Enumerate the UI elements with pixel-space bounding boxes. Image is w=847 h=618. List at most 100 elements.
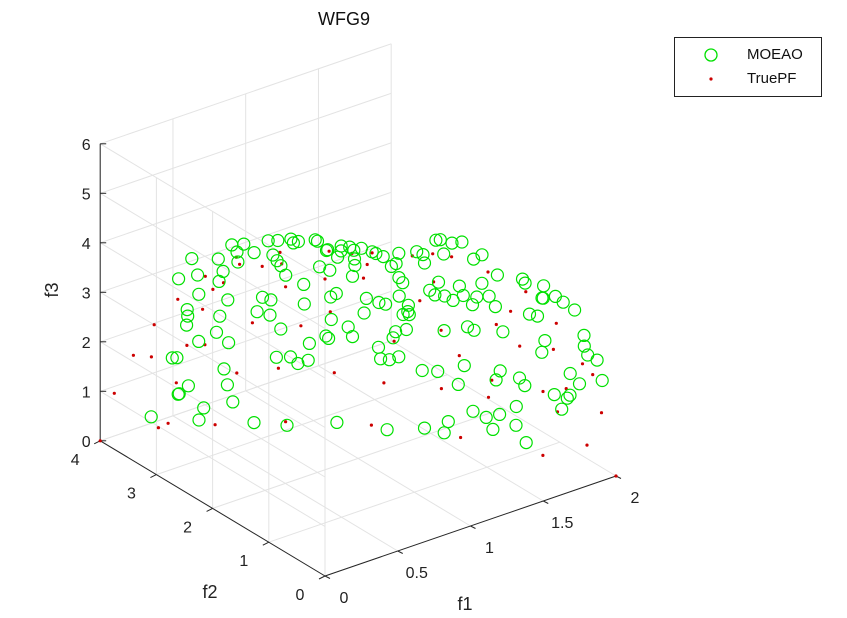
moeao-point <box>577 328 591 342</box>
moeao-point <box>372 295 386 310</box>
y-tick-mark <box>318 575 326 580</box>
moeao-point <box>518 276 532 290</box>
moeao-point <box>457 359 471 373</box>
legend-entry-moeao: MOEAO <box>675 44 821 66</box>
moeao-point <box>192 334 206 348</box>
grid-line <box>99 390 326 527</box>
x-tick-mark <box>397 550 403 554</box>
moeao-point <box>310 234 325 248</box>
moeao-point <box>392 350 406 364</box>
moeao-point <box>475 248 489 262</box>
moeao-point <box>563 366 577 381</box>
moeao-point <box>538 334 552 348</box>
moeao-point <box>192 413 206 427</box>
moeao-point <box>321 243 335 257</box>
moeao-point <box>417 256 432 270</box>
x-tick-mark <box>324 575 331 579</box>
truepf-point <box>614 474 618 478</box>
y-tick-label: 2 <box>183 519 192 536</box>
truepf-point <box>524 290 528 294</box>
moeao-point <box>467 252 481 266</box>
moeao-point <box>222 336 236 350</box>
moeao-point <box>330 415 344 429</box>
moeao-point <box>567 303 582 317</box>
moeao-point <box>396 307 410 322</box>
truepf-point <box>554 321 558 325</box>
z-tick-label: 6 <box>82 137 91 154</box>
moeao-point <box>324 290 338 304</box>
moeao-point <box>319 243 334 258</box>
moeao-point <box>438 289 452 303</box>
truepf-point <box>369 423 373 427</box>
moeao-point <box>417 421 432 435</box>
moeao-point <box>226 395 240 409</box>
moeao-point <box>301 353 315 367</box>
moeao-point <box>379 297 393 311</box>
truepf-point <box>457 354 461 358</box>
moeao-point <box>512 371 527 385</box>
moeao-point <box>371 340 386 354</box>
x-tick-label: 1.5 <box>551 515 573 532</box>
truepf-point <box>486 270 490 274</box>
x-axis-label: f1 <box>457 594 472 614</box>
truepf-point <box>174 381 178 385</box>
truepf-point <box>392 339 396 343</box>
truepf-point <box>211 287 215 291</box>
moeao-point <box>324 312 338 327</box>
moeao-point <box>180 303 194 317</box>
moeao-point <box>489 373 503 387</box>
x-tick-label: 0.5 <box>406 565 428 582</box>
truepf-point <box>450 255 454 259</box>
moeao-point <box>572 377 587 391</box>
moeao-point <box>577 339 591 353</box>
y-tick-label: 1 <box>239 553 248 570</box>
truepf-point <box>213 423 217 427</box>
moeao-point <box>429 233 443 247</box>
truepf-point <box>591 373 595 377</box>
truepf-point <box>238 262 242 266</box>
truepf-point <box>585 443 589 447</box>
chart-title: WFG9 <box>318 9 370 29</box>
moeao-point <box>590 353 604 367</box>
truepf-point <box>201 307 205 311</box>
moeao-point <box>274 322 288 336</box>
grid-line <box>99 242 326 379</box>
moeao-point <box>297 277 311 291</box>
moeao-point <box>269 350 283 364</box>
moeao-point <box>380 423 394 437</box>
moeao-point <box>595 373 609 388</box>
moeao-point <box>460 320 475 334</box>
moeao-point <box>144 410 158 424</box>
truepf-point <box>149 355 153 359</box>
truepf-point <box>459 435 463 440</box>
moeao-point <box>493 407 507 421</box>
moeao-point <box>197 401 211 415</box>
moeao-point <box>283 350 298 364</box>
truepf-point <box>131 353 135 357</box>
truepf-point <box>250 321 254 325</box>
moeao-point <box>433 233 447 247</box>
moeao-point <box>291 356 305 371</box>
truepf-point <box>323 277 327 281</box>
truepf-point <box>490 378 494 382</box>
grid-line <box>100 241 392 343</box>
truepf-point <box>276 366 280 370</box>
truepf-point <box>156 426 160 430</box>
truepf-point <box>541 453 545 457</box>
moeao-point <box>536 279 551 293</box>
truepf-point <box>439 387 443 391</box>
moeao-point <box>172 272 186 286</box>
legend-label-truepf: TruePF <box>747 70 797 87</box>
moeao-point <box>180 318 194 332</box>
chart-legend: MOEAO TruePF <box>674 37 822 97</box>
moeao-point <box>548 289 563 303</box>
moeao-point <box>399 322 413 337</box>
moeao-point <box>247 246 261 260</box>
moeao-point <box>535 345 549 359</box>
grid-line <box>100 290 392 392</box>
moeao-point <box>410 245 424 259</box>
moeao-point <box>509 418 523 432</box>
truepf-point <box>235 371 239 375</box>
truepf-point <box>365 262 369 267</box>
moeao-point <box>345 269 360 283</box>
